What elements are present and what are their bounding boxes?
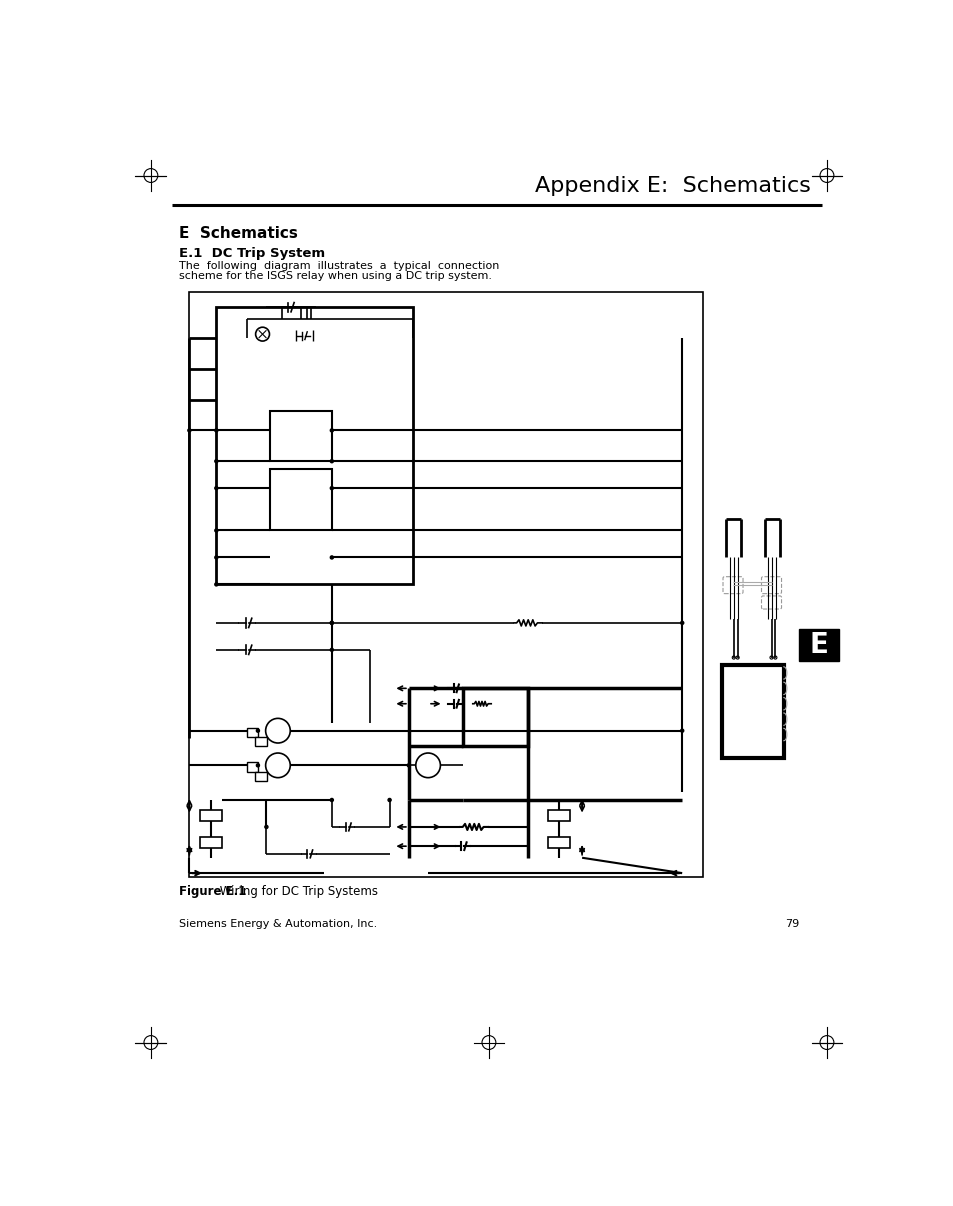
Circle shape: [214, 556, 217, 558]
Bar: [247, 727, 257, 737]
Circle shape: [330, 649, 333, 651]
Circle shape: [265, 719, 290, 743]
Circle shape: [330, 621, 333, 625]
Bar: [548, 810, 569, 821]
Circle shape: [214, 486, 217, 490]
Bar: [200, 810, 221, 821]
Circle shape: [736, 656, 739, 660]
Circle shape: [188, 429, 191, 432]
Bar: [216, 308, 413, 585]
Text: scheme for the ISGS relay when using a DC trip system.: scheme for the ISGS relay when using a D…: [179, 271, 492, 281]
Circle shape: [679, 730, 683, 732]
Circle shape: [256, 763, 259, 767]
Text: E.1  DC Trip System: E.1 DC Trip System: [179, 247, 325, 260]
Bar: [254, 737, 267, 747]
Circle shape: [407, 763, 410, 767]
Text: Siemens Energy & Automation, Inc.: Siemens Energy & Automation, Inc.: [179, 919, 377, 930]
Circle shape: [265, 825, 268, 829]
Bar: [799, 630, 839, 661]
Bar: [270, 469, 332, 531]
Circle shape: [773, 656, 776, 660]
Circle shape: [416, 753, 440, 778]
Bar: [254, 772, 267, 780]
Bar: [247, 762, 257, 772]
Circle shape: [214, 459, 217, 463]
Text: Wiring for DC Trip Systems: Wiring for DC Trip Systems: [215, 885, 377, 897]
Circle shape: [330, 429, 333, 432]
Circle shape: [330, 621, 333, 625]
Bar: [270, 411, 332, 461]
Circle shape: [256, 730, 259, 732]
Text: The  following  diagram  illustrates  a  typical  connection: The following diagram illustrates a typi…: [179, 260, 499, 271]
Circle shape: [330, 798, 333, 802]
Text: 79: 79: [784, 919, 799, 930]
Circle shape: [255, 327, 269, 341]
Circle shape: [214, 582, 217, 586]
Bar: [190, 292, 702, 877]
Circle shape: [732, 656, 735, 660]
Circle shape: [265, 753, 290, 778]
Text: Appendix E:  Schematics: Appendix E: Schematics: [535, 176, 810, 195]
Circle shape: [214, 529, 217, 532]
Circle shape: [214, 429, 217, 432]
Text: E  Schematics: E Schematics: [179, 227, 298, 241]
Text: E: E: [809, 631, 828, 660]
Circle shape: [769, 656, 772, 660]
Bar: [200, 837, 221, 848]
Circle shape: [330, 556, 333, 558]
Circle shape: [388, 798, 391, 802]
Bar: [462, 689, 528, 747]
Circle shape: [330, 486, 333, 490]
Circle shape: [679, 621, 683, 625]
Circle shape: [330, 459, 333, 463]
Text: Figure E.1: Figure E.1: [179, 885, 247, 897]
Bar: [721, 666, 783, 757]
Bar: [548, 837, 569, 848]
